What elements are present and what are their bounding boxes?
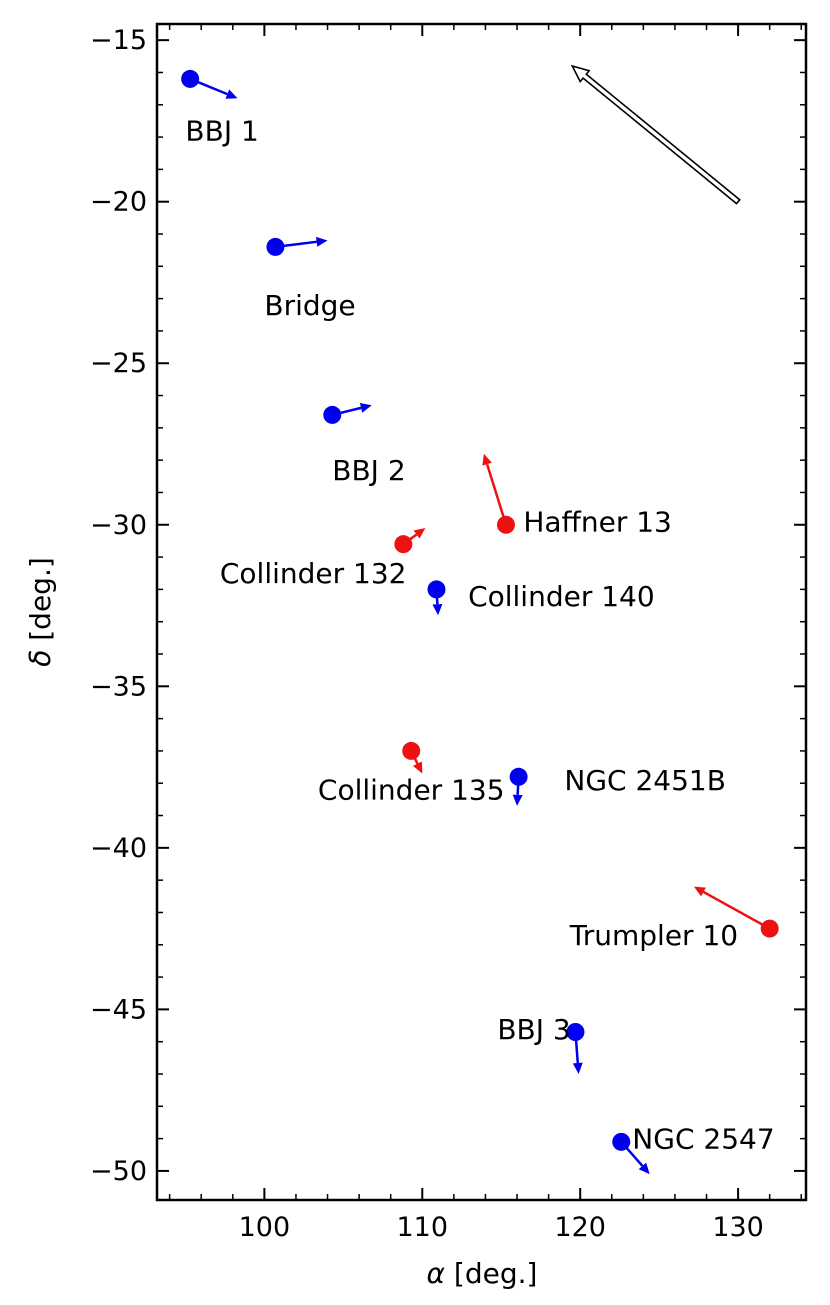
cluster-marker xyxy=(402,741,423,774)
x-tick-label: 130 xyxy=(712,1212,764,1243)
x-tick-label: 120 xyxy=(554,1212,606,1243)
cluster-point xyxy=(509,767,528,786)
x-tick-label: 110 xyxy=(397,1212,449,1243)
cluster-marker xyxy=(482,453,515,534)
motion-arrow-head xyxy=(412,761,423,774)
cluster-label: BBJ 3 xyxy=(497,1013,570,1046)
motion-arrow-head xyxy=(316,236,328,247)
cluster-point xyxy=(266,237,285,256)
y-tick-label: −30 xyxy=(90,510,147,541)
motion-arrow-head xyxy=(638,1162,650,1175)
plot-frame xyxy=(155,22,808,1202)
cluster-marker xyxy=(323,402,372,424)
motion-arrow-head xyxy=(482,453,492,466)
motion-arrow-head xyxy=(225,89,238,99)
x-axis-label: α [deg.] xyxy=(427,1257,538,1290)
motion-arrow-head xyxy=(693,886,706,897)
y-axis-label: δ [deg.] xyxy=(24,557,57,667)
cluster-marker xyxy=(266,236,328,256)
cluster-point xyxy=(427,580,446,599)
motion-arrow-head xyxy=(432,603,443,616)
ticks-layer: 100 110 120 130 −15 −20 −25 −30 −35 −40 −45 −50 xyxy=(90,24,806,1243)
y-tick-label: −50 xyxy=(90,1156,147,1187)
cluster-marker xyxy=(394,528,426,554)
cluster-marker xyxy=(427,580,446,616)
motion-arrow-head xyxy=(359,402,372,413)
cluster-label: BBJ 2 xyxy=(332,454,405,487)
cluster-point xyxy=(496,515,515,534)
cluster-marker xyxy=(566,1023,585,1074)
motion-arrow-head xyxy=(572,1062,583,1074)
cluster-point xyxy=(323,405,342,424)
motion-arrow-head xyxy=(413,528,426,539)
cluster-label: Trumpler 10 xyxy=(569,919,738,952)
marks-layer: BBJ 1 Bridge BBJ 2 Haffner 13 Collinder 132 C… xyxy=(181,64,779,1175)
cluster-label: Collinder 135 xyxy=(318,774,505,807)
cluster-marker xyxy=(612,1132,650,1175)
cluster-label: NGC 2451B xyxy=(564,764,726,797)
cluster-label: BBJ 1 xyxy=(185,115,258,148)
cluster-point xyxy=(566,1023,585,1041)
cluster-point xyxy=(612,1132,631,1151)
cluster-point xyxy=(402,741,421,760)
cluster-label: Collinder 132 xyxy=(220,557,407,590)
cluster-label: Collinder 140 xyxy=(468,580,655,613)
y-tick-label: −25 xyxy=(90,348,147,379)
cluster-point xyxy=(760,919,779,938)
reference-arrow xyxy=(570,64,741,205)
y-tick-label: −45 xyxy=(90,994,147,1025)
motion-arrow-shaft xyxy=(485,463,508,526)
motion-arrow-head xyxy=(512,794,523,806)
cluster-label: NGC 2547 xyxy=(632,1123,774,1156)
y-tick-label: −15 xyxy=(90,25,147,56)
motion-arrow-shaft xyxy=(702,890,771,930)
y-tick-label: −40 xyxy=(90,833,147,864)
cluster-marker xyxy=(509,767,528,806)
x-tick-label: 100 xyxy=(239,1212,291,1243)
y-tick-label: −20 xyxy=(90,187,147,218)
cluster-label: Bridge xyxy=(264,289,355,322)
cluster-label: Haffner 13 xyxy=(523,506,672,539)
y-tick-label: −35 xyxy=(90,671,147,702)
cluster-point xyxy=(181,69,200,88)
cluster-marker xyxy=(181,69,238,99)
cluster-marker xyxy=(693,886,779,938)
cluster-point xyxy=(394,535,413,554)
